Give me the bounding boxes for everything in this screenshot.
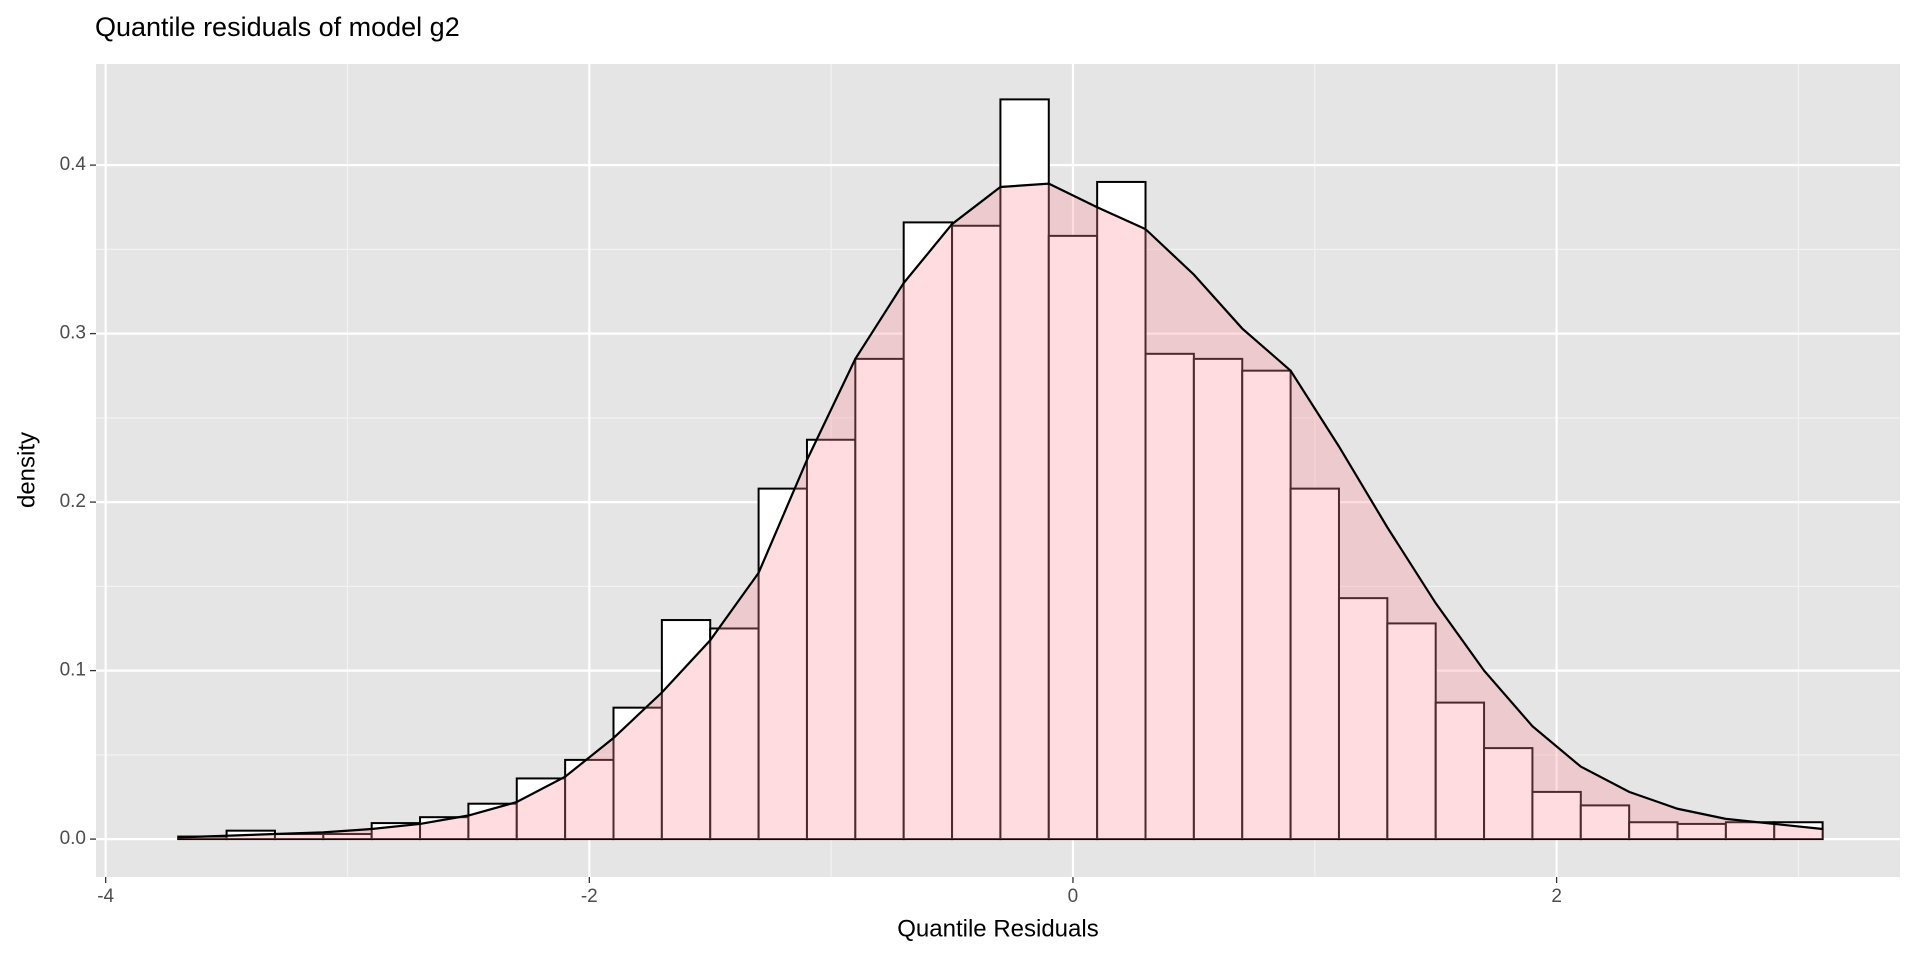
x-tick-label: -4	[97, 886, 114, 907]
y-axis-label: density	[13, 432, 40, 508]
density-line	[178, 182, 1823, 839]
histogram-bar	[660, 619, 712, 841]
histogram-bar	[1579, 804, 1631, 841]
histogram-bar	[951, 224, 1002, 841]
y-tick-label: 0.3	[60, 323, 86, 344]
histogram-bar	[1192, 357, 1244, 841]
histogram-bar	[1434, 701, 1486, 841]
x-tick-label: 2	[1551, 886, 1562, 907]
histogram-bar	[1096, 180, 1147, 841]
chart-title: Quantile residuals of model g2	[95, 12, 460, 42]
x-axis-label: Quantile Residuals	[897, 915, 1098, 942]
x-tick-label: -2	[581, 886, 598, 907]
histogram-bar	[709, 627, 760, 841]
histogram-bar	[1483, 747, 1534, 841]
histogram-bar	[1047, 234, 1099, 841]
histogram-bar	[1289, 487, 1340, 841]
y-tick-label: 0.2	[60, 491, 86, 512]
y-tick-label: 0.4	[60, 154, 87, 175]
histogram-bar	[854, 357, 905, 841]
histogram-bar	[1773, 821, 1824, 841]
histogram-bar	[805, 438, 857, 841]
density-area	[178, 183, 1823, 840]
histogram-bar	[1144, 352, 1195, 841]
y-tick-label: 0.0	[60, 828, 86, 849]
histogram-bar	[1241, 369, 1292, 841]
histogram-bar	[564, 758, 615, 841]
x-tick-label: 0	[1068, 886, 1079, 907]
histogram-bar	[1386, 622, 1437, 841]
y-tick-label: 0.1	[60, 660, 86, 681]
histogram-bar	[999, 98, 1050, 841]
